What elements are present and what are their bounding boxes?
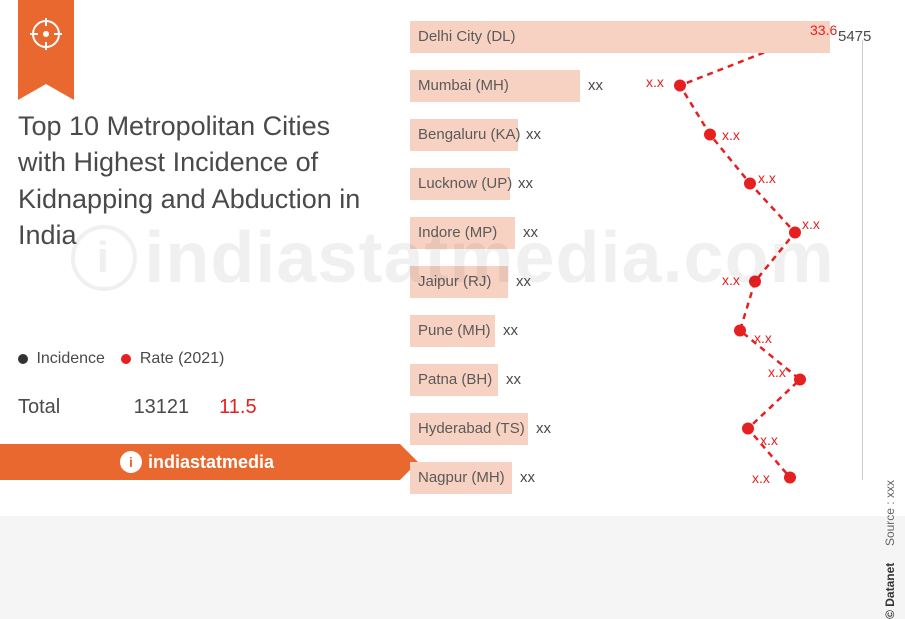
chart-area: Delhi City (DL)547533.6 Mumbai (MH) xx x.x B… bbox=[410, 12, 840, 504]
footer-brand: i indiastatmedia bbox=[120, 451, 274, 473]
source-value: xxx bbox=[883, 480, 897, 498]
totals-row: Total 13121 11.5 bbox=[18, 396, 257, 419]
bar-value: xx bbox=[523, 224, 538, 241]
chart-row: Pune (MH) xx bbox=[410, 306, 840, 355]
bar-value: xx bbox=[518, 175, 533, 192]
city-label: Lucknow (UP) bbox=[418, 175, 512, 192]
bar-value: xx bbox=[520, 469, 535, 486]
legend-label-incidence: Incidence bbox=[36, 350, 105, 367]
rate-label: x.x bbox=[802, 216, 820, 232]
legend-label-rate: Rate (2021) bbox=[140, 350, 225, 367]
city-label: Delhi City (DL) bbox=[418, 28, 516, 45]
chart-row: Nagpur (MH) xx bbox=[410, 453, 840, 502]
legend-dot-rate bbox=[121, 354, 131, 364]
bar: Mumbai (MH)xx bbox=[410, 70, 580, 102]
chart-row: Delhi City (DL)5475 bbox=[410, 12, 840, 61]
total-incidence: 13121 bbox=[134, 396, 214, 419]
bar: Bengaluru (KA)xx bbox=[410, 119, 518, 151]
rate-label: x.x bbox=[752, 470, 770, 486]
target-icon bbox=[30, 18, 62, 50]
copyright-text: © Datanet bbox=[883, 563, 897, 619]
side-divider bbox=[862, 40, 863, 480]
bar: Lucknow (UP)xx bbox=[410, 168, 510, 200]
city-label: Hyderabad (TS) bbox=[418, 420, 525, 437]
city-label: Nagpur (MH) bbox=[418, 469, 505, 486]
chart-row: Bengaluru (KA) xx bbox=[410, 110, 840, 159]
city-label: Indore (MP) bbox=[418, 224, 497, 241]
city-label: Jaipur (RJ) bbox=[418, 273, 491, 290]
chart-row: Mumbai (MH) xx bbox=[410, 61, 840, 110]
legend-dot-incidence bbox=[18, 354, 28, 364]
info-icon: i bbox=[120, 451, 142, 473]
rate-label: x.x bbox=[768, 364, 786, 380]
city-label: Patna (BH) bbox=[418, 371, 492, 388]
bar-value: xx bbox=[503, 322, 518, 339]
rate-label: x.x bbox=[722, 127, 740, 143]
bar-value: xx bbox=[526, 126, 541, 143]
rate-label: x.x bbox=[754, 330, 772, 346]
chart-row: Indore (MP) xx bbox=[410, 208, 840, 257]
bar-value: xx bbox=[516, 273, 531, 290]
source-label: Source : bbox=[883, 501, 897, 546]
bar: Patna (BH)xx bbox=[410, 364, 498, 396]
ribbon-badge bbox=[18, 0, 74, 84]
infographic-container: { "title": "Top 10 Metropolitan Cities w… bbox=[0, 0, 905, 516]
bar: Hyderabad (TS)xx bbox=[410, 413, 528, 445]
bar-value: 5475 bbox=[838, 28, 871, 45]
legend: Incidence Rate (2021) bbox=[18, 350, 224, 368]
total-rate: 11.5 bbox=[219, 396, 256, 419]
bar: Delhi City (DL)5475 bbox=[410, 21, 830, 53]
footer-bar: i indiastatmedia bbox=[0, 444, 400, 480]
total-label: Total bbox=[18, 396, 128, 419]
bar: Pune (MH)xx bbox=[410, 315, 495, 347]
rate-label: x.x bbox=[760, 432, 778, 448]
city-label: Bengaluru (KA) bbox=[418, 126, 521, 143]
rate-label: x.x bbox=[722, 272, 740, 288]
bar-value: xx bbox=[506, 371, 521, 388]
chart-title: Top 10 Metropolitan Cities with Highest … bbox=[18, 108, 378, 254]
city-label: Pune (MH) bbox=[418, 322, 491, 339]
bar: Indore (MP)xx bbox=[410, 217, 515, 249]
chart-row: Jaipur (RJ) xx bbox=[410, 257, 840, 306]
rate-label: 33.6 bbox=[810, 22, 837, 38]
bar: Jaipur (RJ)xx bbox=[410, 266, 508, 298]
city-label: Mumbai (MH) bbox=[418, 77, 509, 94]
bar-value: xx bbox=[536, 420, 551, 437]
side-credits: © Datanet Source : xxx bbox=[883, 480, 897, 619]
bar: Nagpur (MH)xx bbox=[410, 462, 512, 494]
rate-label: x.x bbox=[646, 74, 664, 90]
rate-label: x.x bbox=[758, 170, 776, 186]
brand-text: indiastatmedia bbox=[148, 452, 274, 473]
bar-value: xx bbox=[588, 77, 603, 94]
